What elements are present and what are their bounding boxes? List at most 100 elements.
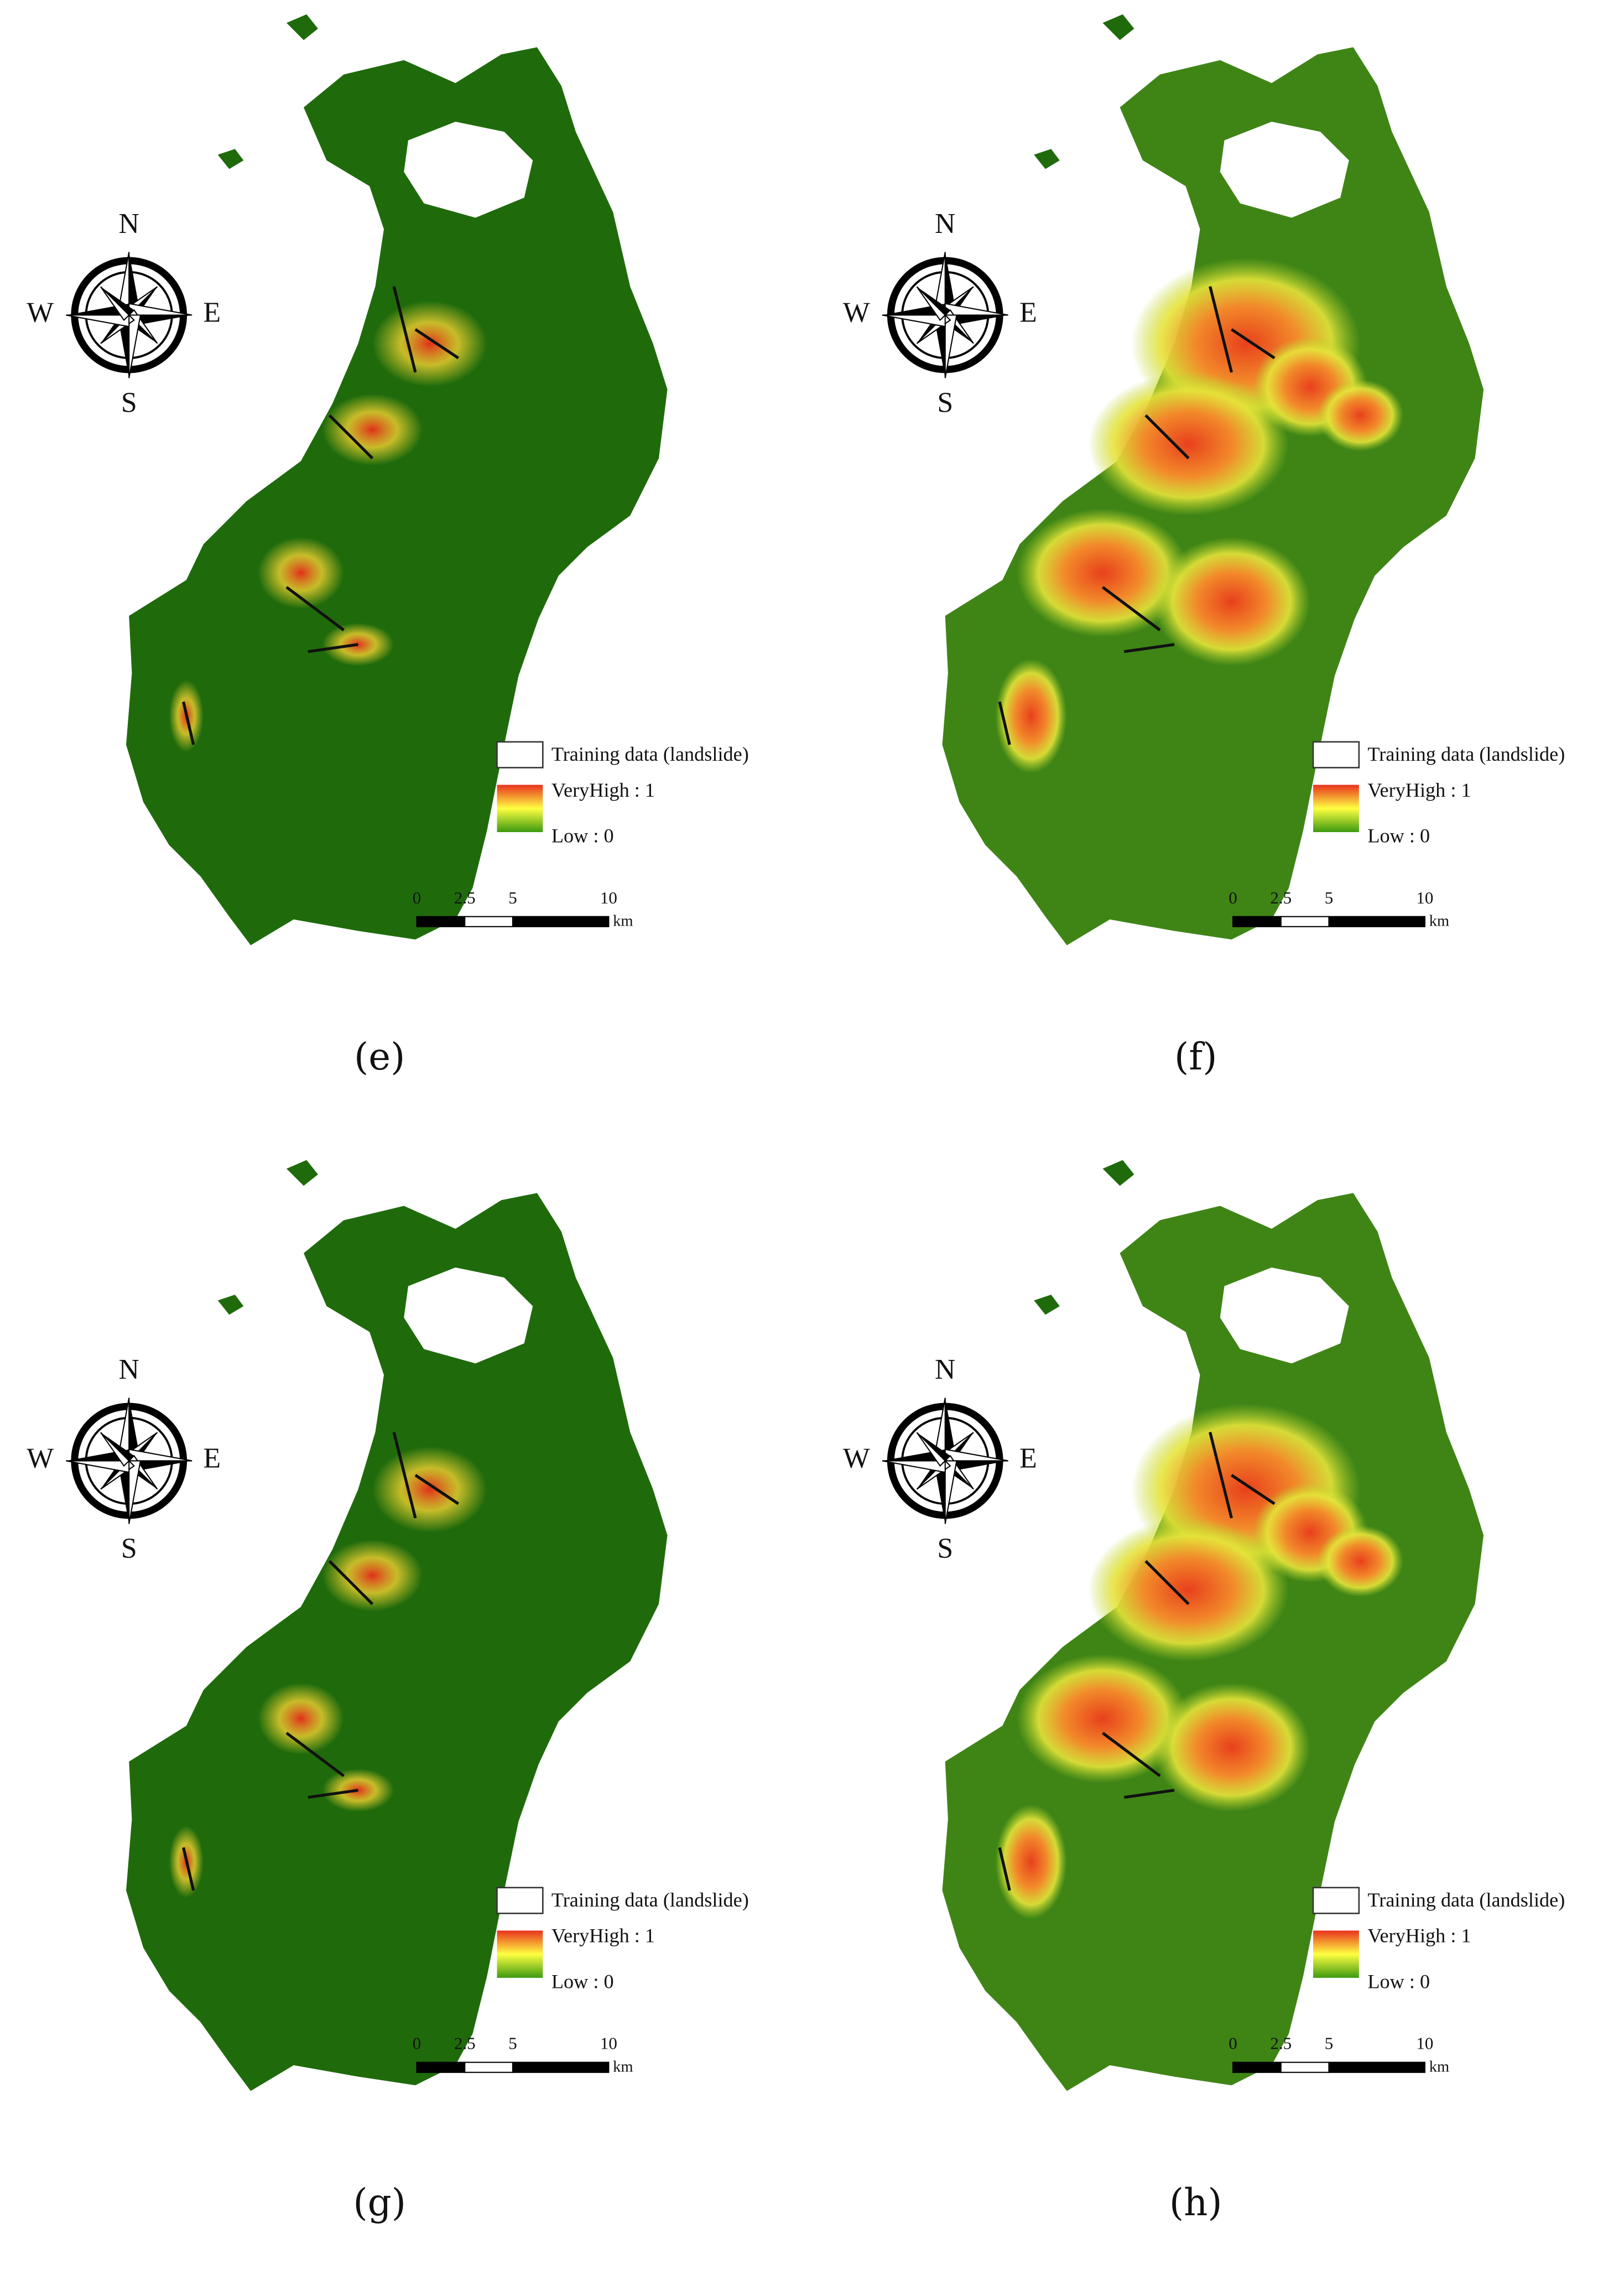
compass-point: [945, 1398, 957, 1461]
map-panel: N S W E Training data (landslide) VeryHigh : …: [27, 14, 749, 1078]
compass-s: S: [937, 1533, 953, 1564]
susceptibility-zone: [995, 658, 1067, 773]
island: [1034, 1295, 1060, 1315]
island: [1102, 14, 1134, 40]
compass-n: N: [935, 1354, 955, 1385]
scale-segment: [416, 2061, 466, 2073]
landslide: [1209, 286, 1233, 373]
white-area: [1220, 122, 1349, 218]
scale-tick-label: 0: [413, 888, 421, 907]
legend-low: Low : 0: [551, 1971, 614, 1993]
map-panel: N S W E Training data (landslide) VeryHigh : …: [843, 14, 1565, 1078]
compass-w: W: [27, 297, 54, 328]
compass-n: N: [935, 208, 955, 240]
island: [217, 149, 244, 169]
scale-unit: km: [1429, 2059, 1449, 2076]
compass-point: [945, 315, 1008, 327]
landslide: [1101, 586, 1161, 632]
island: [286, 1160, 318, 1186]
scale-segment: [416, 916, 466, 927]
legend-high: VeryHigh : 1: [551, 779, 655, 801]
compass-point: [66, 314, 130, 328]
landslide: [1144, 1560, 1190, 1606]
scale-segment: [1328, 916, 1425, 927]
scale-segment: [512, 2061, 610, 2073]
susceptibility-zone: [1088, 372, 1289, 516]
compass-point: [100, 286, 130, 321]
compass-point: [917, 1432, 950, 1461]
white-area: [404, 122, 533, 218]
compass-point: [944, 1460, 957, 1524]
susceptibility-zone: [1153, 1682, 1310, 1812]
map-panel: N S W E Training data (landslide) VeryHigh : …: [27, 1160, 749, 2224]
scale-segment: [1280, 916, 1330, 927]
legend-training: Training data (landslide): [1367, 1889, 1565, 1911]
legend-gradient: [497, 785, 543, 833]
compass-point: [100, 1432, 130, 1467]
panel-label: (h): [1169, 2181, 1222, 2224]
susceptibility-zone: [1317, 1525, 1404, 1597]
susceptibility-zone: [372, 1446, 487, 1533]
scale-segment: [1328, 2061, 1425, 2073]
scale-tick-label: 10: [1416, 2034, 1433, 2053]
legend-low: Low : 0: [1367, 1971, 1430, 1993]
compass-point: [128, 1460, 142, 1524]
susceptibility-zone: [322, 1768, 394, 1812]
scale-tick-label: 5: [1325, 888, 1334, 907]
legend-low: Low : 0: [1367, 825, 1430, 847]
landslide: [998, 701, 1011, 745]
landslide: [414, 328, 460, 360]
compass-point: [129, 1461, 192, 1473]
landslide: [308, 643, 358, 653]
compass-point: [117, 1461, 129, 1524]
compass-e: E: [204, 297, 221, 328]
legend-training: Training data (landslide): [551, 743, 749, 765]
compass-point: [66, 1460, 130, 1473]
compass-s: S: [937, 387, 953, 418]
island: [1102, 1160, 1134, 1186]
scale-tick-label: 0: [413, 2034, 421, 2053]
compass-point: [945, 1461, 1008, 1473]
legend-training: Training data (landslide): [1367, 743, 1565, 765]
compass-w: W: [27, 1442, 54, 1474]
compass-e: E: [204, 1442, 221, 1474]
landslide: [1144, 414, 1190, 460]
landslide: [414, 1474, 460, 1505]
susceptibility-zone: [1317, 379, 1404, 451]
compass-point: [917, 287, 950, 315]
compass-w: W: [843, 1442, 870, 1474]
panel-label: (g): [353, 2181, 406, 2224]
scale-unit: km: [613, 913, 633, 930]
scale-segment: [464, 916, 514, 927]
landslide: [182, 701, 195, 745]
legend-training-swatch: [496, 741, 544, 768]
white-area: [404, 1267, 533, 1364]
scale-tick-label: 0: [1229, 2034, 1237, 2053]
compass-s: S: [121, 1533, 137, 1564]
landslide: [392, 286, 417, 373]
compass-point: [916, 1432, 946, 1467]
landslide: [1101, 1732, 1161, 1777]
scale-tick-label: 5: [1325, 2034, 1334, 2053]
landslide: [1209, 1432, 1233, 1519]
susceptibility-zone: [1088, 1518, 1289, 1661]
legend-gradient: [497, 1930, 543, 1978]
island: [286, 14, 318, 40]
legend-high: VeryHigh : 1: [1367, 1925, 1471, 1947]
compass-point: [66, 1449, 129, 1461]
landslide: [392, 1432, 417, 1519]
scale-segment: [1280, 2061, 1330, 2073]
legend-training-swatch: [496, 1887, 544, 1914]
compass-point: [100, 287, 134, 315]
scale-tick-label: 10: [600, 888, 617, 907]
susceptibility-zone: [322, 1539, 423, 1612]
island: [1034, 149, 1060, 169]
compass-w: W: [843, 297, 870, 328]
panel-label: (e): [354, 1035, 405, 1078]
compass-n: N: [119, 208, 139, 240]
landslide: [1231, 328, 1276, 360]
landslide: [1231, 1474, 1276, 1505]
study-area: [126, 1193, 668, 2091]
susceptibility-zone: [322, 623, 394, 666]
